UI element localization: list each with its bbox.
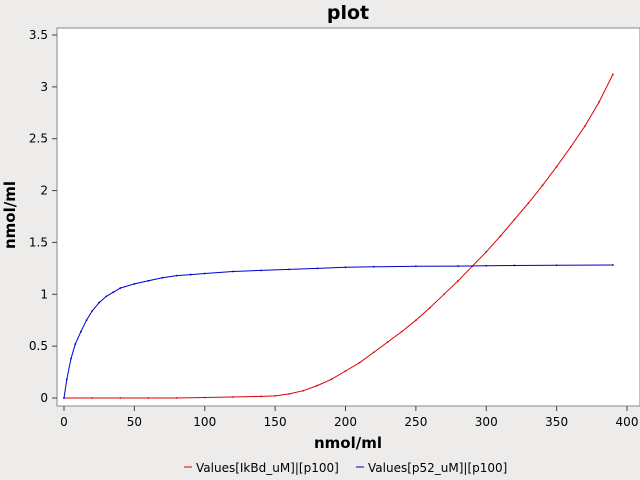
y-tick-label: 1 <box>40 287 48 301</box>
x-tick-label: 200 <box>334 415 357 429</box>
y-tick-label: 2.5 <box>29 132 48 146</box>
data-point <box>414 265 417 268</box>
data-point <box>344 370 347 372</box>
x-tick-label: 250 <box>404 415 427 429</box>
data-point <box>232 396 234 398</box>
data-point <box>358 361 361 364</box>
y-tick-label: 3 <box>40 80 48 94</box>
data-point <box>79 330 82 333</box>
x-axis-label: nmol/ml <box>314 434 382 452</box>
data-point <box>485 250 488 253</box>
x-tick-label: 350 <box>545 415 568 429</box>
legend: Values[IkBd_uM]|[p100] Values[p52_uM]|[p1… <box>184 461 507 475</box>
data-point <box>612 73 614 76</box>
axis-ticks: 0 50 100 150 200 250 300 350 400 0 0.5 1 1.5 2 2.5 3 3.5 <box>29 28 639 429</box>
data-point <box>161 276 164 279</box>
y-tick-label: 3.5 <box>29 28 48 42</box>
data-point <box>457 265 459 267</box>
data-point <box>63 397 65 399</box>
data-point <box>91 309 94 312</box>
data-point <box>65 378 68 381</box>
legend-label-1: Values[IkBd_uM]|[p100] <box>196 461 339 475</box>
data-point <box>485 264 488 267</box>
data-point <box>260 269 262 272</box>
data-point <box>70 357 72 360</box>
series-group <box>63 73 614 399</box>
data-point <box>175 274 178 277</box>
data-point <box>555 264 558 267</box>
data-point <box>344 266 347 269</box>
data-point <box>583 125 586 128</box>
data-point <box>302 389 305 392</box>
data-point <box>119 397 122 399</box>
data-point <box>400 330 403 333</box>
data-point <box>597 101 600 104</box>
data-point <box>330 378 333 381</box>
data-point <box>133 283 136 285</box>
data-point <box>527 202 530 204</box>
data-point <box>386 341 389 343</box>
data-point <box>457 279 459 282</box>
data-point <box>91 397 94 399</box>
data-point <box>612 264 614 266</box>
data-point <box>414 319 417 322</box>
y-axis-label: nmol/ml <box>1 181 19 249</box>
data-point <box>429 306 431 309</box>
plot-area <box>56 27 640 407</box>
x-tick-label: 50 <box>127 415 142 429</box>
data-point <box>175 397 178 399</box>
data-point <box>443 293 445 296</box>
x-tick-label: 150 <box>264 415 287 429</box>
y-tick-label: 0.5 <box>29 339 48 353</box>
data-point <box>316 384 319 387</box>
data-point <box>513 218 516 221</box>
data-point <box>260 395 262 398</box>
data-point <box>85 319 88 322</box>
data-point <box>147 279 150 282</box>
y-tick-label: 1.5 <box>29 235 48 249</box>
chart-title: plot <box>327 2 369 24</box>
data-point <box>499 235 502 238</box>
data-point <box>569 146 572 148</box>
data-point <box>513 264 516 267</box>
data-point <box>288 268 291 271</box>
x-tick-label: 300 <box>475 415 498 429</box>
x-tick-label: 0 <box>60 415 68 429</box>
data-point <box>372 265 375 268</box>
data-point <box>274 395 277 397</box>
x-tick-label: 100 <box>193 415 216 429</box>
y-tick-label: 2 <box>40 184 48 198</box>
data-point <box>203 272 206 275</box>
data-point <box>541 184 544 187</box>
data-point <box>555 165 558 168</box>
y-tick-label: 0 <box>40 391 48 405</box>
data-point <box>119 287 122 289</box>
legend-label-2: Values[p52_uM]|[p100] <box>368 461 507 475</box>
data-point <box>112 291 115 294</box>
x-tick-label: 400 <box>616 415 639 429</box>
data-point <box>372 351 375 354</box>
data-point <box>203 396 206 399</box>
data-point <box>74 343 77 345</box>
data-point <box>232 270 234 273</box>
data-point <box>147 397 150 399</box>
data-point <box>189 273 192 276</box>
data-point <box>98 301 101 304</box>
data-point <box>105 295 108 298</box>
data-point <box>316 267 319 270</box>
data-point <box>288 392 291 395</box>
